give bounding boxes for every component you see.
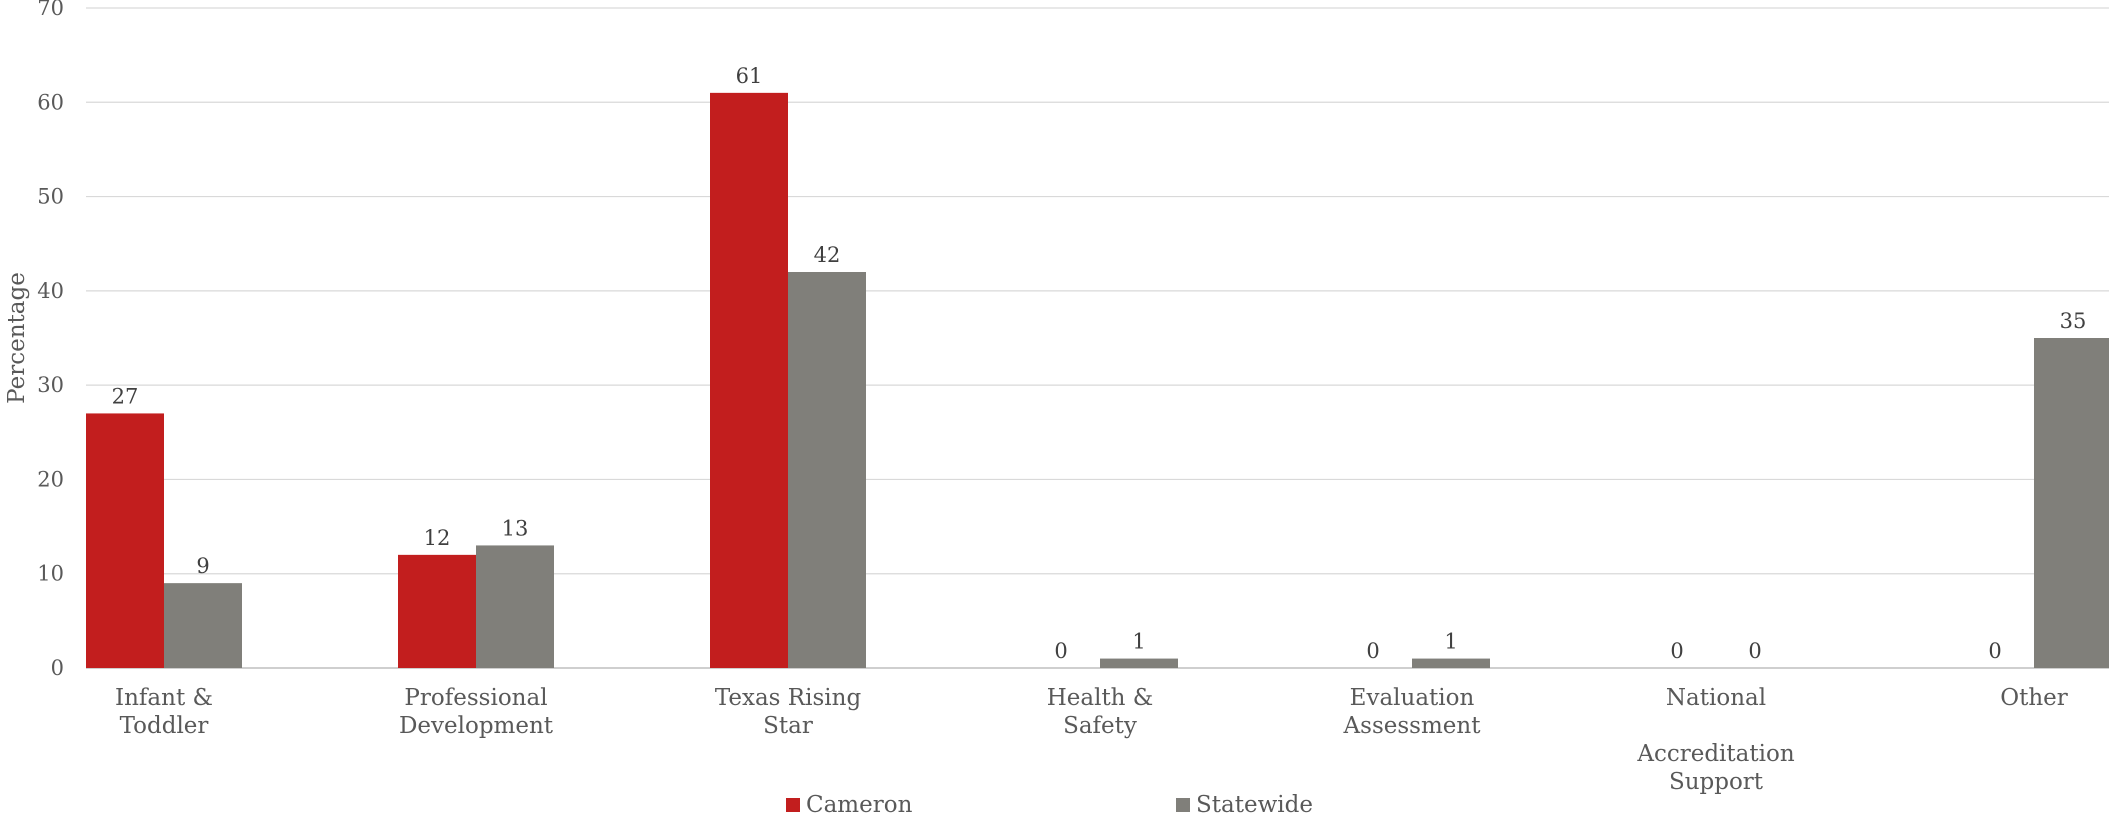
y-tick-label: 20 bbox=[37, 467, 64, 491]
data-label: 42 bbox=[814, 243, 841, 267]
y-tick-label: 60 bbox=[37, 90, 64, 114]
category-label: Development bbox=[399, 713, 554, 739]
category-label: Texas Rising bbox=[715, 685, 862, 711]
data-label: 35 bbox=[2060, 309, 2087, 333]
category-label: Professional bbox=[404, 685, 547, 711]
bar-statewide bbox=[164, 583, 242, 668]
bar-statewide bbox=[476, 545, 554, 668]
bar-cameron bbox=[86, 413, 164, 668]
data-label: 0 bbox=[1988, 639, 2001, 663]
category-label: Safety bbox=[1063, 713, 1137, 739]
category-label: Star bbox=[763, 713, 813, 739]
data-labels: 27 9 12 13 61 42 0 1 0 1 0 0 0 35 bbox=[112, 64, 2087, 663]
y-tick-label: 70 bbox=[37, 0, 64, 20]
bar-statewide bbox=[1412, 658, 1490, 668]
legend-swatch-cameron bbox=[786, 798, 800, 812]
data-label: 13 bbox=[502, 516, 529, 540]
data-label: 0 bbox=[1366, 639, 1379, 663]
category-label: Toddler bbox=[120, 713, 209, 739]
data-label: 27 bbox=[112, 384, 139, 408]
bars bbox=[86, 92, 2109, 669]
bar-cameron bbox=[398, 554, 476, 668]
category-label: Support bbox=[1669, 769, 1764, 795]
category-label: Health & bbox=[1047, 685, 1154, 711]
y-axis-ticks: 0 10 20 30 40 50 60 70 bbox=[37, 0, 64, 680]
legend-item-statewide: Statewide bbox=[1176, 792, 1313, 818]
data-label: 0 bbox=[1748, 639, 1761, 663]
bar-statewide bbox=[2034, 338, 2109, 668]
legend-label-statewide: Statewide bbox=[1196, 792, 1313, 818]
category-label: Assessment bbox=[1343, 713, 1482, 739]
y-tick-label: 10 bbox=[37, 562, 64, 586]
bar-statewide bbox=[788, 272, 866, 668]
y-tick-label: 0 bbox=[51, 656, 64, 680]
data-label: 0 bbox=[1670, 639, 1683, 663]
y-tick-label: 40 bbox=[37, 279, 64, 303]
category-label: Other bbox=[2000, 685, 2068, 711]
y-tick-label: 30 bbox=[37, 373, 64, 397]
category-label: Evaluation bbox=[1350, 685, 1475, 711]
gridlines bbox=[86, 7, 2109, 669]
bar-cameron bbox=[710, 92, 788, 669]
legend-swatch-statewide bbox=[1176, 798, 1190, 812]
data-label: 1 bbox=[1444, 630, 1457, 654]
category-label: Infant & bbox=[115, 685, 213, 711]
data-label: 9 bbox=[196, 554, 209, 578]
data-label: 61 bbox=[736, 64, 763, 88]
legend-label-cameron: Cameron bbox=[806, 792, 913, 818]
bar-statewide bbox=[1100, 658, 1178, 668]
category-label: National bbox=[1666, 685, 1766, 711]
data-label: 0 bbox=[1054, 639, 1067, 663]
y-tick-label: 50 bbox=[37, 185, 64, 209]
y-axis-label: Percentage bbox=[4, 272, 30, 404]
legend-item-cameron: Cameron bbox=[786, 792, 912, 818]
data-label: 1 bbox=[1132, 630, 1145, 654]
data-label: 12 bbox=[424, 526, 451, 550]
category-label: Accreditation bbox=[1636, 741, 1794, 767]
